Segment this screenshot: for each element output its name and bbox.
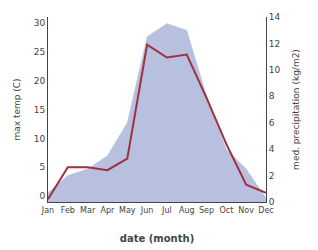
svg-text:Sep: Sep (199, 206, 214, 215)
svg-text:Feb: Feb (61, 206, 75, 215)
svg-text:Jan: Jan (41, 206, 54, 215)
svg-text:12: 12 (269, 39, 280, 49)
svg-text:Nov: Nov (238, 206, 254, 215)
svg-text:0: 0 (269, 197, 275, 207)
svg-text:4: 4 (269, 144, 275, 154)
svg-text:10: 10 (34, 134, 46, 144)
svg-text:Jul: Jul (161, 206, 172, 215)
svg-text:Dec: Dec (258, 206, 273, 215)
svg-text:8: 8 (269, 91, 275, 101)
svg-text:date (month): date (month) (120, 233, 194, 244)
svg-text:med. precipitation (kg/m2): med. precipitation (kg/m2) (291, 49, 301, 170)
svg-text:25: 25 (34, 47, 45, 57)
svg-text:2: 2 (269, 171, 275, 181)
svg-text:6: 6 (269, 118, 275, 128)
svg-text:May: May (119, 206, 136, 215)
svg-text:30: 30 (34, 18, 46, 28)
svg-text:Aug: Aug (179, 206, 195, 215)
svg-text:Jun: Jun (140, 206, 154, 215)
svg-text:20: 20 (34, 76, 46, 86)
svg-text:10: 10 (269, 65, 281, 75)
svg-text:Mar: Mar (80, 206, 96, 215)
svg-text:Oct: Oct (219, 206, 233, 215)
svg-text:max temp (C): max temp (C) (12, 78, 22, 140)
svg-text:15: 15 (34, 105, 45, 115)
svg-text:5: 5 (39, 162, 45, 172)
svg-text:Apr: Apr (101, 206, 116, 215)
svg-text:14: 14 (269, 12, 281, 22)
svg-text:0: 0 (39, 191, 45, 201)
